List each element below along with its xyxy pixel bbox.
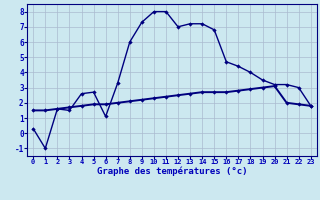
X-axis label: Graphe des températures (°c): Graphe des températures (°c) — [97, 167, 247, 176]
